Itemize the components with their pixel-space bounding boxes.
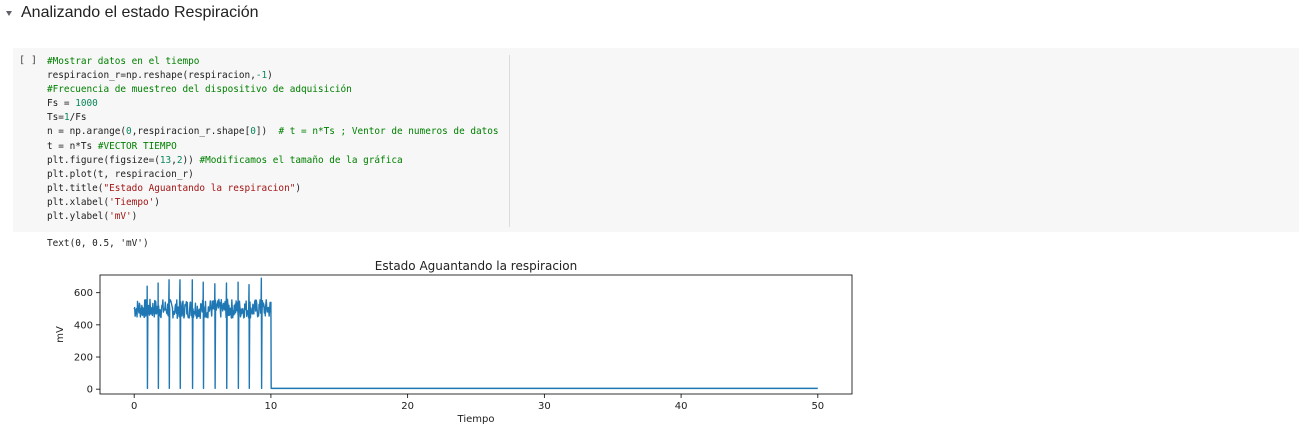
code-line: plt.xlabel('Tiempo') [47, 196, 509, 210]
code-token: plt.plot(t, respiracion_r) [47, 168, 194, 180]
section-header[interactable]: Analizando el estado Respiración [4, 2, 258, 24]
code-token: 'Tiempo' [109, 196, 155, 208]
code-token: /Fs [69, 112, 87, 124]
code-token: ,respiracion_r.shape[ [131, 126, 251, 138]
code-token: ]) [255, 126, 279, 138]
x-tick-label: 30 [538, 401, 551, 412]
code-line: plt.plot(t, respiracion_r) [47, 168, 509, 182]
y-tick-label: 600 [74, 288, 93, 299]
code-token: plt.xlabel( [47, 196, 110, 208]
x-tick-label: 50 [811, 401, 824, 412]
code-token: 1 [63, 112, 70, 124]
code-token: ) [131, 211, 138, 223]
code-token: 0 [126, 126, 132, 138]
code-token: -1 [255, 70, 268, 82]
code-token: Fs = [47, 98, 76, 110]
code-token: #Modificamos el tamaño de la gráfica [199, 154, 403, 166]
code-token: 'mV' [109, 211, 132, 223]
code-cell[interactable]: [ ] #Mostrar datos en el tiempo respiraci… [13, 48, 1299, 232]
x-tick-label: 40 [675, 401, 688, 412]
code-token: 13 [159, 154, 172, 166]
output-chart: Estado Aguantando la respiracion 0 10 20 30 4… [40, 254, 860, 432]
x-axis-label: Tiempo [457, 414, 495, 425]
code-token: ) [154, 196, 160, 208]
code-token: "Estado Aguantando la respiracion" [103, 182, 296, 194]
code-line: Fs = 1000 [47, 97, 509, 111]
code-token: ) [267, 70, 273, 82]
code-line: n = np.arange(0,respiracion_r.shape[0]) … [47, 125, 509, 139]
x-tick-label: 20 [401, 401, 414, 412]
code-token: t = n*Ts [47, 140, 98, 152]
line-chart: Estado Aguantando la respiracion 0 10 20 30 4… [55, 259, 853, 425]
code-token: , [171, 154, 177, 166]
code-token: # t = n*Ts ; Ventor de numeros de datos [278, 126, 499, 138]
y-tick-label: 0 [87, 385, 93, 396]
run-cell-button[interactable]: [ ] [19, 55, 38, 66]
code-token: 2 [176, 154, 183, 166]
code-editor[interactable]: #Mostrar datos en el tiempo respiracion_r… [47, 55, 510, 227]
code-token: plt.title( [47, 182, 104, 194]
x-tick-label: 0 [131, 401, 137, 412]
y-axis-label: mV [55, 326, 66, 343]
code-token: plt.ylabel( [47, 211, 110, 223]
code-token: n = np.arange( [47, 126, 127, 138]
code-line: Ts=1/Fs [47, 111, 509, 125]
code-line: t = n*Ts #VECTOR TIEMPO [47, 140, 509, 154]
code-token: 1000 [75, 98, 98, 110]
x-tick-label: 10 [265, 401, 278, 412]
code-line: plt.ylabel('mV') [47, 210, 509, 224]
y-tick-label: 200 [74, 353, 93, 364]
code-line: plt.title("Estado Aguantando la respirac… [47, 182, 509, 196]
code-line: #Frecuencia de muestreo del dispositivo … [47, 83, 509, 97]
code-token: Ts= [47, 112, 64, 124]
chart-title: Estado Aguantando la respiracion [375, 259, 577, 273]
code-token: )) [182, 154, 200, 166]
code-token: plt.figure(figsize=( [47, 154, 160, 166]
code-token: #Frecuencia de muestreo del dispositivo … [47, 84, 352, 96]
code-line: respiracion_r=np.reshape(respiracion,-1) [47, 69, 509, 83]
code-token: #Mostrar datos en el tiempo [47, 56, 200, 67]
code-token: 0 [250, 126, 256, 138]
plot-frame [99, 274, 853, 395]
code-line: plt.figure(figsize=(13,2)) #Modificamos … [47, 154, 509, 168]
code-token: respiracion_r=np.reshape(respiracion, [47, 70, 256, 82]
code-token: #VECTOR TIEMPO [97, 140, 177, 152]
chevron-down-icon[interactable] [6, 10, 12, 16]
code-token: ) [295, 182, 302, 194]
series-line [133, 277, 818, 390]
cell-output-text: Text(0, 0.5, 'mV') [47, 238, 149, 249]
section-title: Analizando el estado Respiración [21, 4, 259, 21]
y-tick-label: 400 [74, 320, 93, 331]
code-line: #Mostrar datos en el tiempo [47, 55, 509, 69]
